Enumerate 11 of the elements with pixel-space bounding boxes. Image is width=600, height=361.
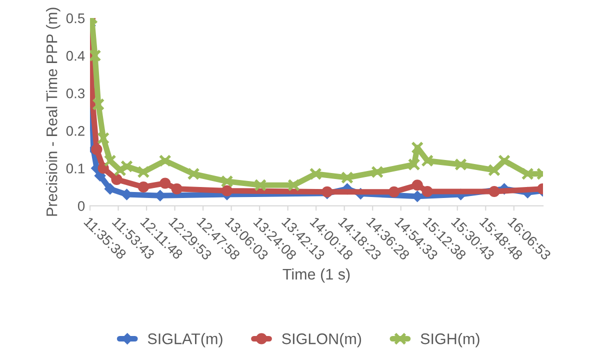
- y-tick-label: 0.5: [66, 13, 85, 24]
- y-tick-label: 0: [78, 201, 85, 211]
- legend-label: SIGLON(m): [282, 333, 362, 348]
- x-axis-title: Time (1 s): [282, 268, 350, 283]
- y-tick-label: 0.4: [66, 50, 85, 61]
- legend-label: SIGLAT(m): [148, 333, 222, 348]
- y-axis-title: Precisioin - Real Time PPP (m): [46, 8, 60, 216]
- y-tick-label: 0.1: [66, 164, 84, 174]
- y-tick-label: 0.3: [66, 88, 85, 98]
- legend-label: SIGH(m): [420, 333, 480, 348]
- y-tick-label: 0.2: [66, 126, 84, 136]
